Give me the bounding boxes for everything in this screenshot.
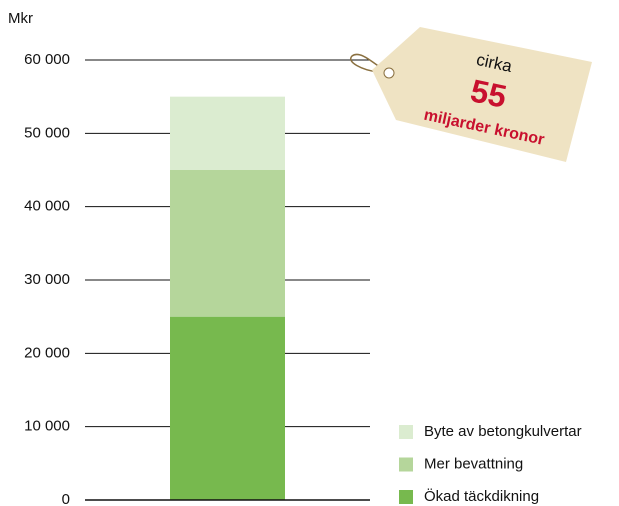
y-tick-label: 30 000 (24, 271, 70, 288)
tag-hole (383, 67, 395, 79)
y-tick-label: 60 000 (24, 51, 70, 68)
legend-label: Ökad täckdikning (424, 487, 539, 505)
legend-label: Mer bevattning (424, 455, 523, 472)
legend-swatch (399, 490, 413, 504)
bar-segment (170, 170, 285, 317)
legend-swatch (399, 457, 413, 472)
y-tick-label: 0 (62, 491, 70, 506)
y-axis-label: Mkr (8, 10, 33, 27)
tag-body (372, 27, 592, 162)
y-tick-label: 10 000 (24, 418, 70, 435)
tag-text: 55 (467, 72, 509, 115)
legend-label: Byte av betongkulvertar (424, 423, 582, 440)
bar-segment (170, 316, 285, 500)
price-tag: cirka 55 miljarder kronor (349, 27, 592, 162)
y-tick-label: 50 000 (24, 124, 70, 141)
y-tick-label: 20 000 (24, 344, 70, 361)
y-tick-label: 40 000 (24, 198, 70, 215)
legend-swatch (399, 425, 413, 439)
tag-string (349, 53, 389, 74)
bar-segment (170, 96, 285, 170)
